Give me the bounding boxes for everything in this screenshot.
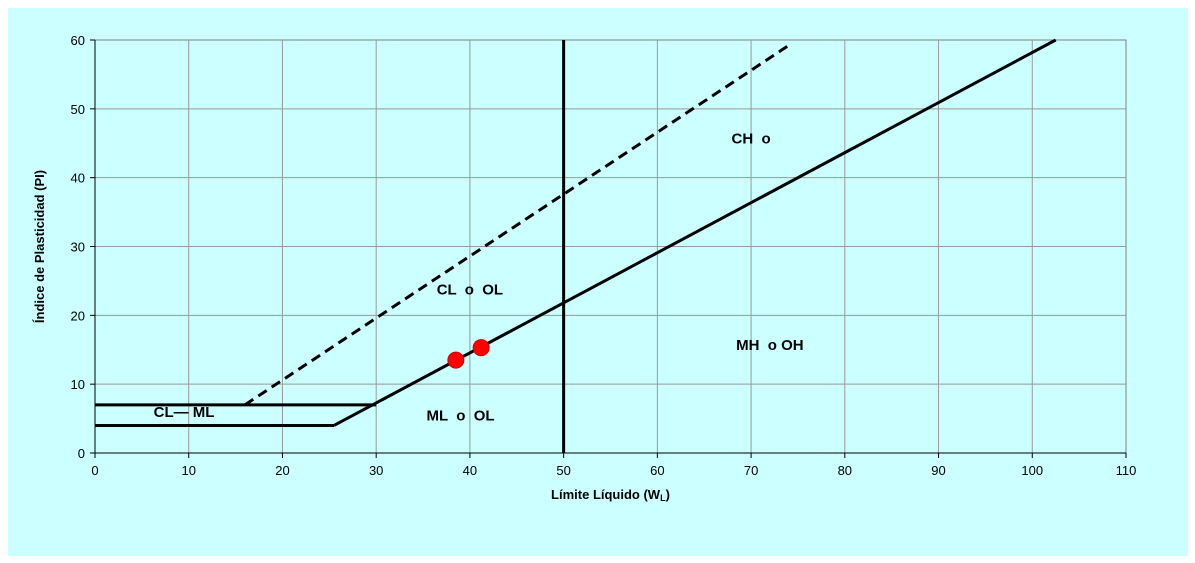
x-tick-label: 90: [931, 463, 945, 478]
region-labels: CH o CL o OL MH o OH ML o OL CL— ML: [154, 130, 804, 424]
x-tick-label: 60: [650, 463, 664, 478]
y-axis-title: Índice de Plasticidad (PI): [32, 170, 47, 323]
x-tick-label: 30: [369, 463, 383, 478]
chart-panel: 0 10 20 30 40 50 60 70 80 90 100 110 0 10 20 30 40 50 60 …: [8, 8, 1188, 556]
x-tick-label: 70: [744, 463, 758, 478]
x-tick-label: 10: [181, 463, 195, 478]
region-label: MH o OH: [736, 337, 804, 354]
y-tick-label: 10: [71, 377, 85, 392]
region-label: ML o OL: [427, 408, 495, 425]
region-label: CH o: [732, 130, 771, 147]
x-tick-label: 80: [838, 463, 852, 478]
x-tick-label: 0: [91, 463, 98, 478]
x-axis-title: Límite Líquido (WL): [551, 487, 670, 503]
data-points: [447, 339, 490, 369]
y-tick-label: 50: [71, 102, 85, 117]
x-tick-label: 100: [1021, 463, 1043, 478]
y-tick-label: 60: [71, 33, 85, 48]
grid: [95, 40, 1126, 453]
x-tick-label: 50: [556, 463, 570, 478]
x-tick-label: 40: [463, 463, 477, 478]
y-tick-label: 40: [71, 171, 85, 186]
data-point: [447, 351, 465, 369]
x-tick-label: 20: [275, 463, 289, 478]
y-tick-label: 0: [78, 446, 85, 461]
u-line: [244, 44, 790, 407]
data-point: [472, 339, 490, 357]
y-axis: 0 10 20 30 40 50 60: [71, 33, 96, 461]
region-label: CL o OL: [437, 282, 503, 299]
y-tick-label: 20: [71, 308, 85, 323]
x-tick-label: 110: [1116, 463, 1137, 478]
y-tick-label: 30: [71, 240, 85, 255]
x-axis: 0 10 20 30 40 50 60 70 80 90 100 110: [91, 452, 1137, 478]
region-label: CL— ML: [154, 404, 215, 421]
plasticity-chart: 0 10 20 30 40 50 60 70 80 90 100 110 0102030405060 …: [32, 33, 1137, 503]
